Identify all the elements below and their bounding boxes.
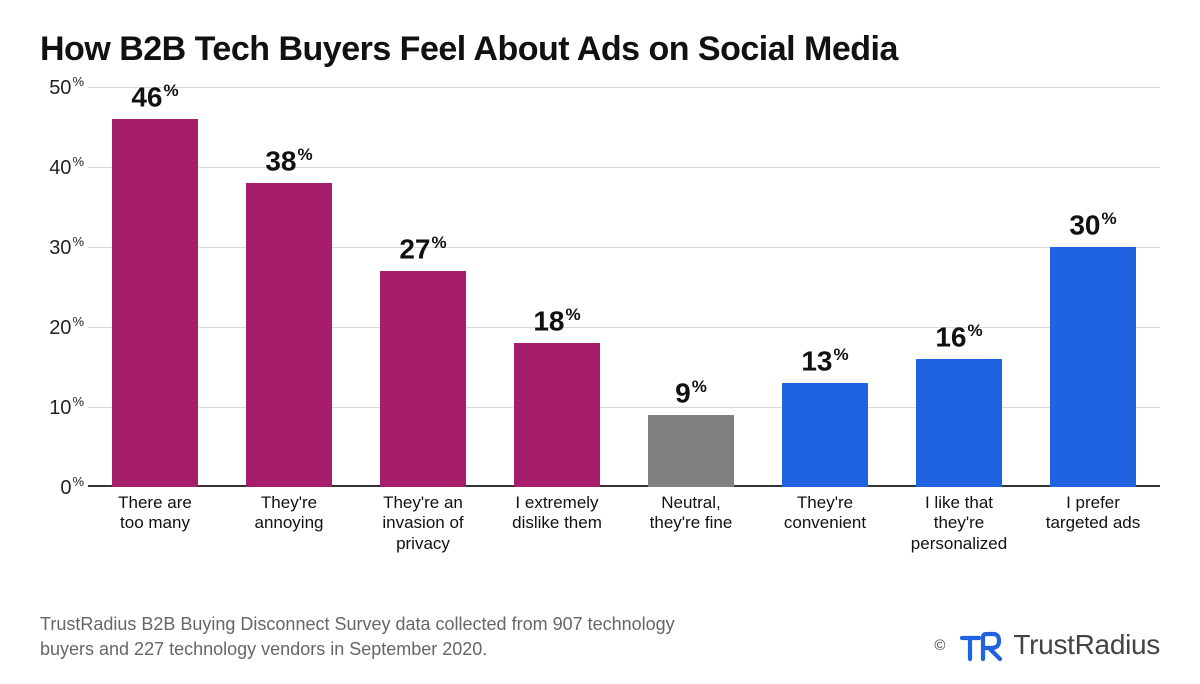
copyright-symbol: © xyxy=(934,637,945,654)
bar-value-label: 16% xyxy=(892,321,1026,353)
bar-slot: 16% xyxy=(892,87,1026,487)
bar-slot: 9% xyxy=(624,87,758,487)
bar xyxy=(1050,247,1136,487)
chart-container: How B2B Tech Buyers Feel About Ads on So… xyxy=(0,0,1200,684)
chart-area: 50% 40% 30% 20% 10% 0% 46% 38% xyxy=(40,87,1160,547)
bar-value-label: 46% xyxy=(88,81,222,113)
x-label: I extremely dislike them xyxy=(490,493,624,554)
x-labels: There are too many They're annoying They… xyxy=(88,493,1160,554)
x-label: They're convenient xyxy=(758,493,892,554)
bar-value-label: 30% xyxy=(1026,209,1160,241)
bar-slot: 46% xyxy=(88,87,222,487)
bars-group: 46% 38% 27% 18% 9% xyxy=(88,87,1160,487)
ytick-40: 40% xyxy=(40,154,84,180)
bar-value-label: 13% xyxy=(758,345,892,377)
brand: © TrustRadius xyxy=(934,628,1160,662)
bar-value-label: 27% xyxy=(356,233,490,265)
source-caption: TrustRadius B2B Buying Disconnect Survey… xyxy=(40,612,680,662)
bar xyxy=(514,343,600,487)
bar xyxy=(112,119,198,487)
x-label: There are too many xyxy=(88,493,222,554)
bar-slot: 18% xyxy=(490,87,624,487)
footer: TrustRadius B2B Buying Disconnect Survey… xyxy=(40,612,1160,662)
x-label: I like that they're personalized xyxy=(892,493,1026,554)
x-label: They're an invasion of privacy xyxy=(356,493,490,554)
ytick-50: 50% xyxy=(40,74,84,100)
ytick-30: 30% xyxy=(40,234,84,260)
bar-value-label: 9% xyxy=(624,377,758,409)
x-label: I prefer targeted ads xyxy=(1026,493,1160,554)
bar-slot: 27% xyxy=(356,87,490,487)
ytick-0: 0% xyxy=(40,474,84,500)
bar-slot: 13% xyxy=(758,87,892,487)
bar xyxy=(380,271,466,487)
ytick-10: 10% xyxy=(40,394,84,420)
bar-slot: 38% xyxy=(222,87,356,487)
bar xyxy=(916,359,1002,487)
chart-title: How B2B Tech Buyers Feel About Ads on So… xyxy=(40,30,1160,69)
ytick-20: 20% xyxy=(40,314,84,340)
bar-value-label: 18% xyxy=(490,305,624,337)
bar-value-label: 38% xyxy=(222,145,356,177)
bar xyxy=(246,183,332,487)
bar-slot: 30% xyxy=(1026,87,1160,487)
x-label: They're annoying xyxy=(222,493,356,554)
trustradius-logo-icon xyxy=(959,628,1003,662)
bar xyxy=(782,383,868,487)
brand-name: TrustRadius xyxy=(1013,629,1160,661)
x-label: Neutral, they're fine xyxy=(624,493,758,554)
plot-area: 46% 38% 27% 18% 9% xyxy=(88,87,1160,487)
bar xyxy=(648,415,734,487)
